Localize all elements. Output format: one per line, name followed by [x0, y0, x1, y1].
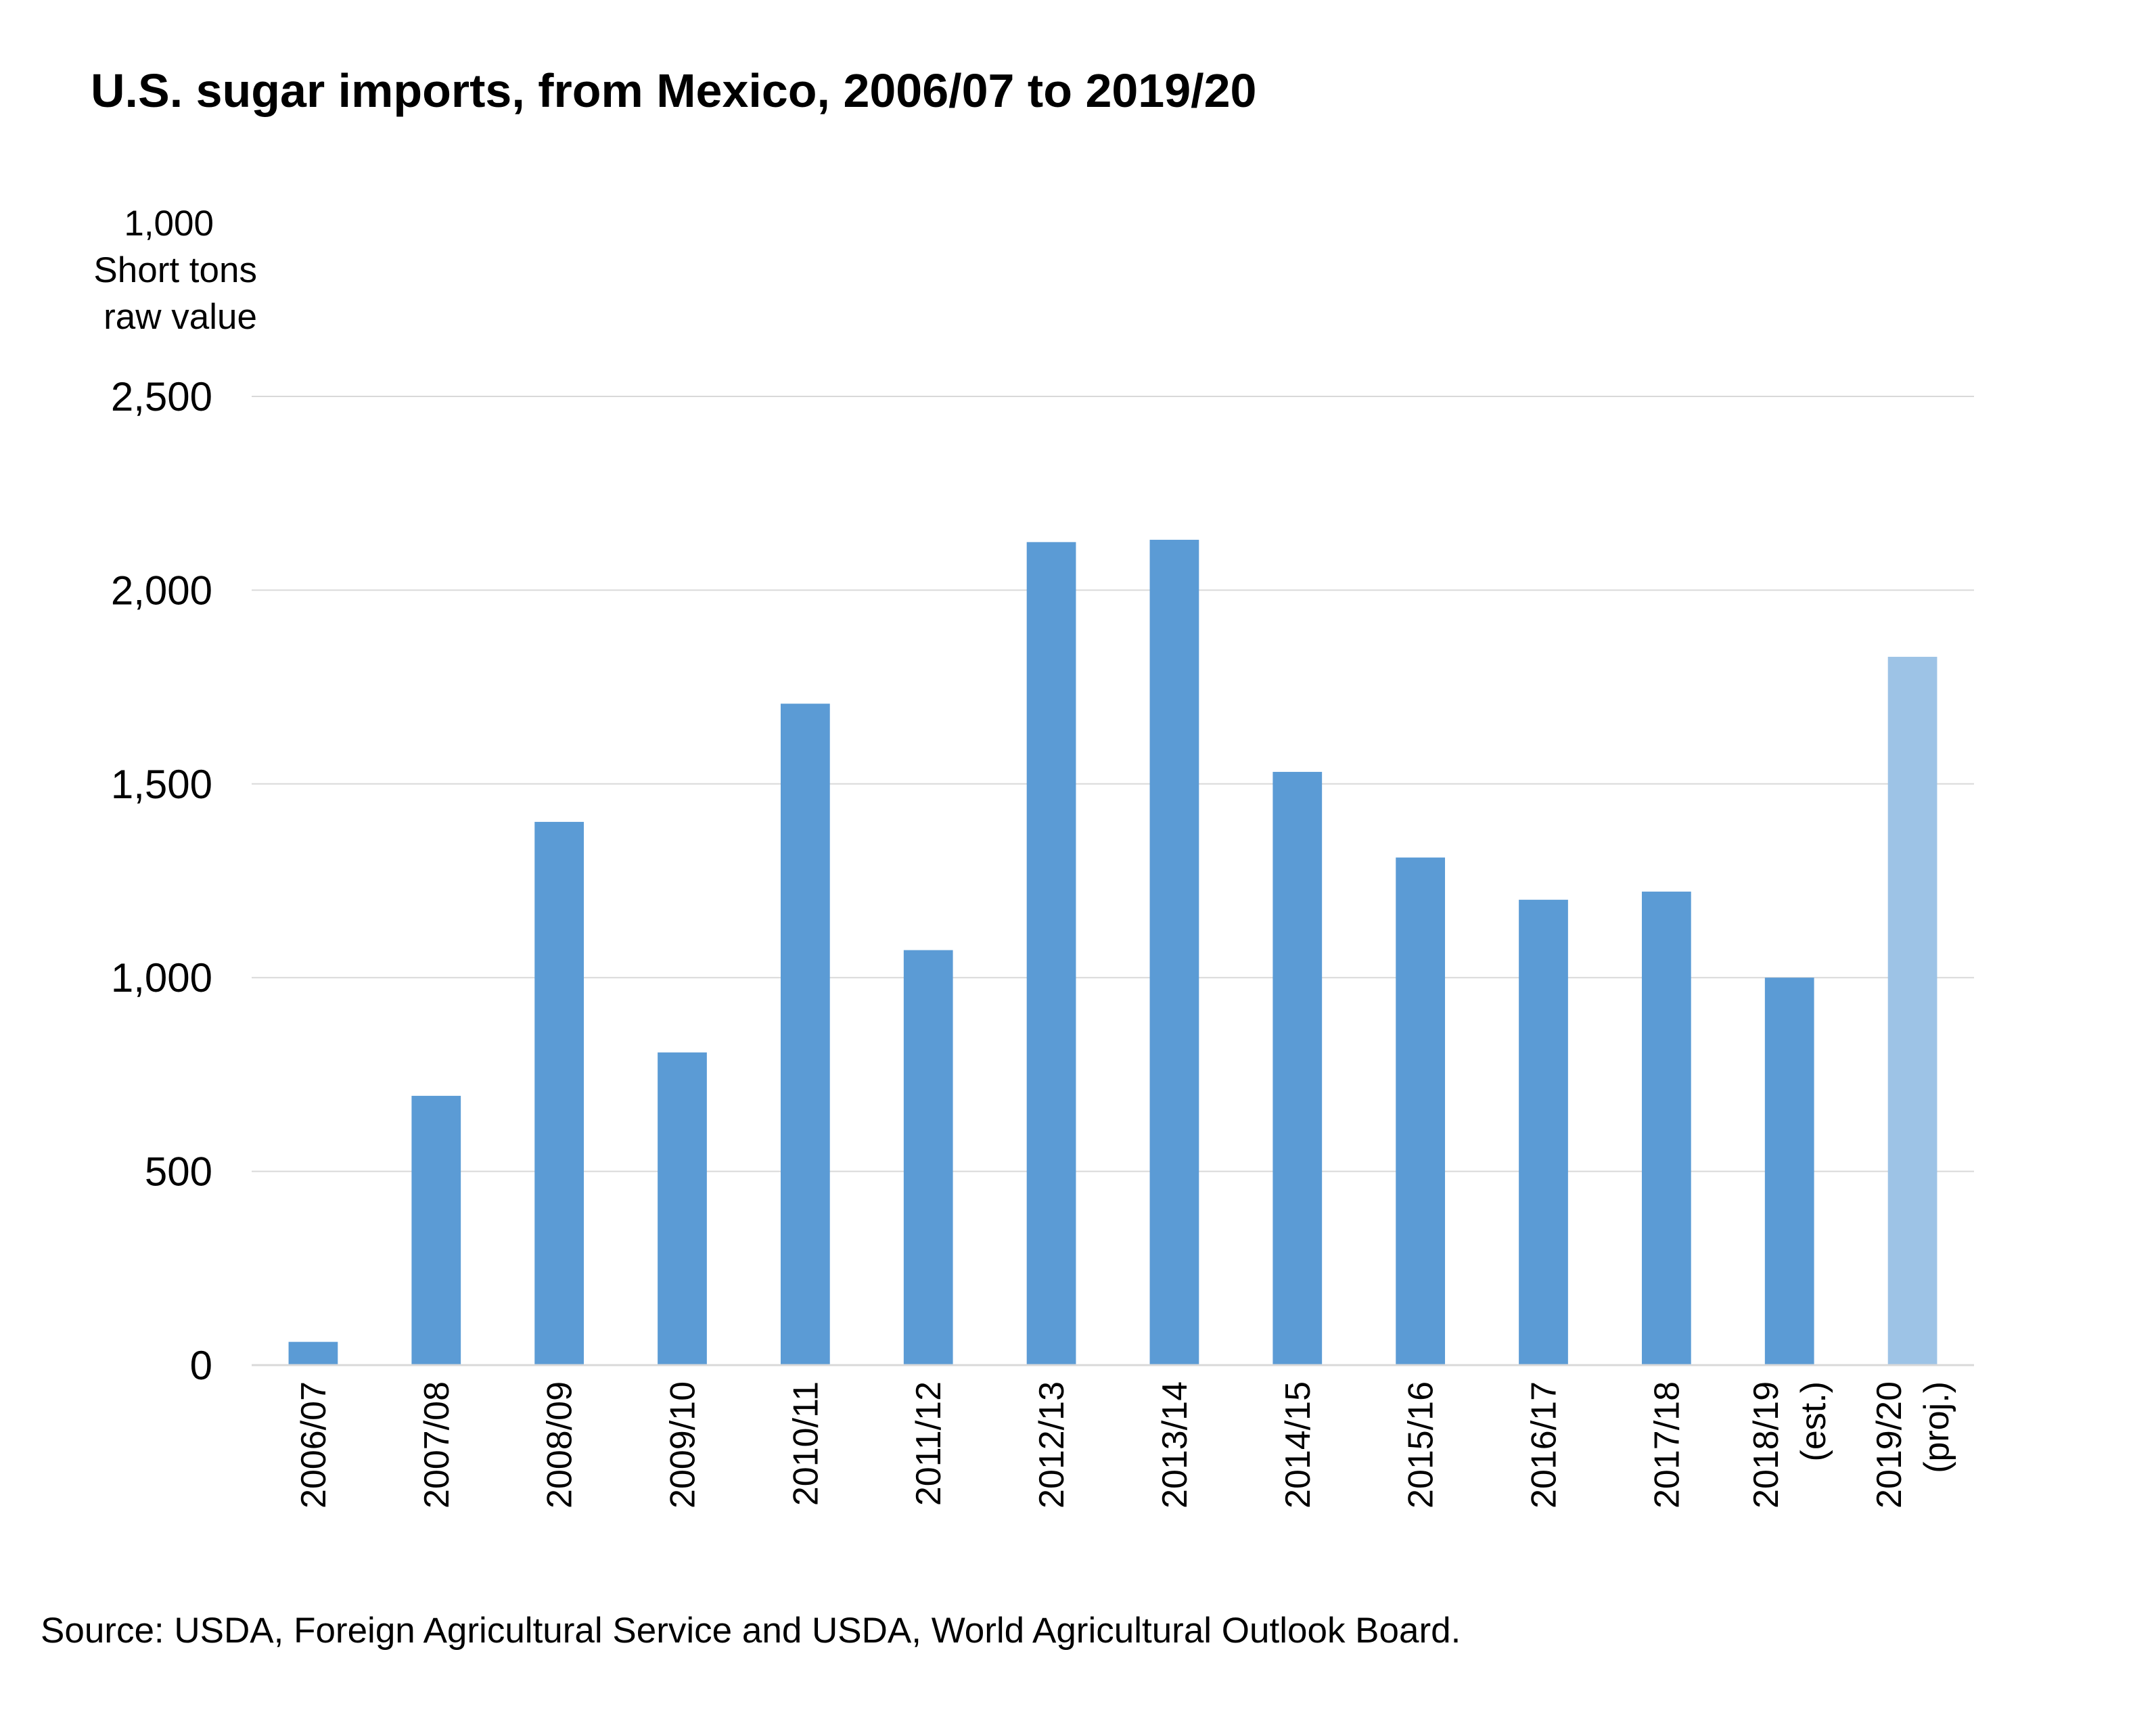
x-tick-label: 2016/17 [1525, 1381, 1564, 1509]
bar-2006/07 [288, 1341, 338, 1365]
x-tick-label: 2017/18 [1647, 1381, 1687, 1509]
y-tick-label: 2,500 [111, 374, 212, 419]
y-unit-label-line-1: 1,000 [124, 204, 214, 244]
chart-title: U.S. sugar imports, from Mexico, 2006/07… [91, 64, 1256, 117]
source-note: Source: USDA, Foreign Agricultural Servi… [41, 1611, 1461, 1651]
x-tick-label: 2012/13 [1032, 1381, 1072, 1509]
x-tick-label: 2013/14 [1155, 1381, 1195, 1509]
x-tick-label: 2006/07 [294, 1381, 334, 1509]
x-tick-label: 2008/09 [541, 1381, 580, 1509]
bar-2018/19 [1764, 978, 1814, 1365]
y-tick-label: 1,000 [111, 955, 212, 1001]
bar-2010/11 [780, 704, 830, 1365]
y-unit-label-line-3: raw value [104, 297, 257, 337]
x-tick-label-note: (proj.) [1917, 1381, 1956, 1473]
y-tick-label: 2,000 [111, 568, 212, 613]
bar-2011/12 [903, 950, 953, 1365]
x-tick-label: 2009/10 [664, 1381, 703, 1509]
bar-2013/14 [1149, 539, 1199, 1365]
bar-2019/20 [1887, 656, 1937, 1365]
x-tick-label: 2015/16 [1402, 1381, 1441, 1509]
y-tick-label: 500 [145, 1149, 212, 1195]
x-axis-ticks: 2006/07 2007/08 2008/09 2009/10 2010/11 2011/… [294, 1381, 1956, 1509]
y-tick-label: 0 [190, 1343, 212, 1388]
bar-2014/15 [1272, 772, 1323, 1365]
y-axis-ticks: 0 500 1,000 1,500 2,000 2,500 [111, 374, 212, 1388]
x-tick-label: 2014/15 [1279, 1381, 1318, 1509]
bars [288, 539, 1937, 1365]
x-tick-label: 2019/20 [1870, 1381, 1909, 1509]
bar-2008/09 [534, 821, 584, 1365]
x-tick-label-note: (est.) [1794, 1381, 1833, 1461]
bar-2015/16 [1396, 857, 1446, 1365]
x-tick-label: 2011/12 [909, 1381, 948, 1506]
y-tick-label: 1,500 [111, 762, 212, 807]
gridlines [252, 396, 1974, 1172]
x-tick-label: 2018/19 [1747, 1381, 1786, 1509]
bar-2012/13 [1026, 542, 1076, 1365]
bar-2017/18 [1641, 892, 1691, 1365]
bar-2007/08 [411, 1095, 461, 1365]
bar-2009/10 [658, 1052, 707, 1365]
x-tick-label: 2007/08 [417, 1381, 457, 1509]
y-unit-label-line-2: Short tons [93, 250, 257, 290]
bar-2016/17 [1519, 900, 1568, 1365]
x-tick-label: 2010/11 [786, 1381, 825, 1506]
